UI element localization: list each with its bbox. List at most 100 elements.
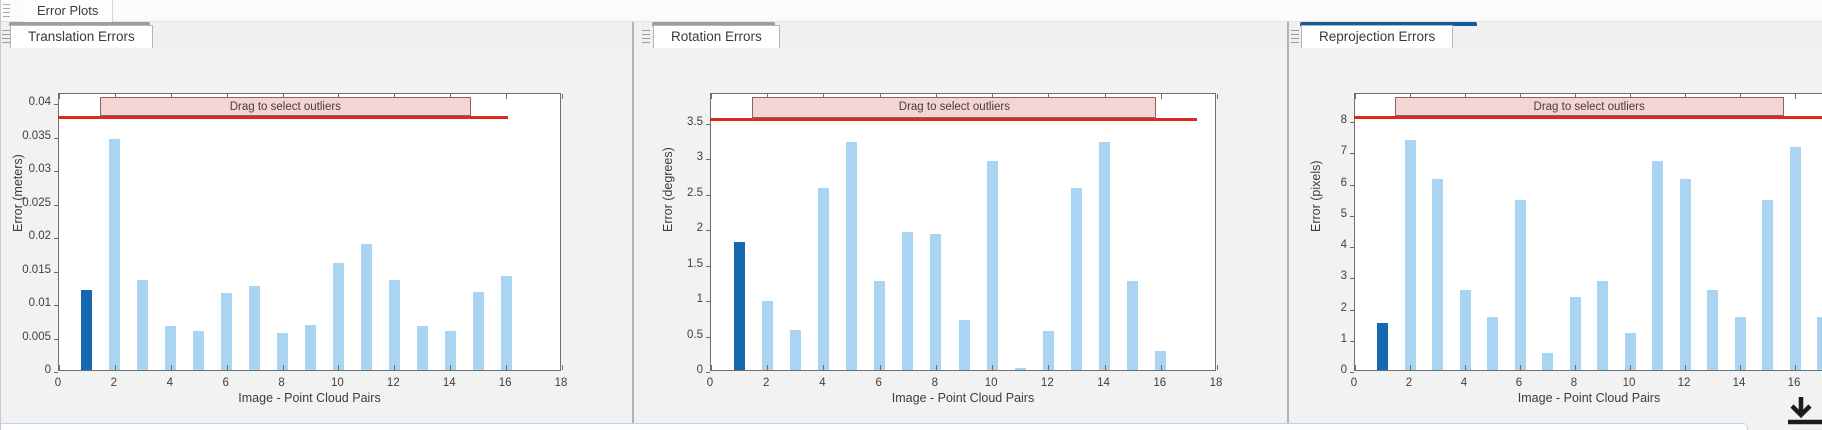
bar-pair-2[interactable] (109, 138, 121, 370)
x-tick-mark (1355, 94, 1356, 99)
x-axis-label: Image - Point Cloud Pairs (1517, 391, 1661, 405)
bar-pair-13[interactable] (1707, 290, 1718, 370)
x-tick-mark (935, 365, 937, 370)
bar-pair-2[interactable] (1404, 140, 1416, 370)
bar-pair-10[interactable] (1624, 332, 1636, 370)
bar-pair-3[interactable] (789, 330, 801, 370)
bar-pair-10[interactable] (332, 262, 344, 370)
x-tick-mark (562, 94, 563, 99)
bar-pair-16[interactable] (500, 276, 512, 370)
bar-pair-9[interactable] (958, 320, 970, 370)
bar-pair-3[interactable] (137, 279, 149, 370)
x-tick-mark (879, 365, 881, 370)
bar-pair-14[interactable] (1734, 316, 1746, 370)
x-tick-mark (1685, 365, 1686, 370)
bar-pair-9[interactable] (305, 325, 316, 370)
panel-tabbar: Rotation Errors (634, 22, 1287, 48)
chart-area: Error (meters) Drag to select outliers I… (1, 48, 632, 430)
bar-pair-1[interactable] (1377, 323, 1388, 370)
bar-pair-10[interactable] (986, 160, 998, 370)
bar-pair-7[interactable] (1542, 352, 1553, 370)
bar-pair-1[interactable] (81, 289, 93, 370)
bar-pair-4[interactable] (165, 325, 177, 370)
y-tick-mark (54, 104, 58, 106)
drag-select-outliers-banner[interactable]: Drag to select outliers (99, 97, 471, 117)
x-tick-mark (1048, 365, 1050, 370)
tab-error-plots[interactable]: Error Plots (23, 0, 114, 22)
bar-pair-11[interactable] (360, 244, 372, 370)
bar-pair-12[interactable] (1679, 179, 1691, 370)
drag-select-outliers-banner[interactable]: Drag to select outliers (752, 97, 1157, 118)
bar-pair-14[interactable] (1099, 141, 1111, 370)
chart-area: Error (pixels) Drag to select outliers I… (1289, 48, 1822, 430)
bottom-toolbar-edge (1, 423, 1748, 430)
reprojection-errors-plot: Drag to select outliers (1350, 93, 1822, 373)
y-tick-mark (54, 338, 58, 340)
x-tick-mark (823, 365, 825, 370)
tab-translation-errors[interactable]: Translation Errors (10, 25, 153, 48)
bar-pair-13[interactable] (1070, 188, 1082, 370)
drag-select-outliers-banner[interactable]: Drag to select outliers (1394, 97, 1784, 117)
bar-pair-2[interactable] (761, 300, 773, 370)
tab-reprojection-errors[interactable]: Reprojection Errors (1301, 25, 1454, 48)
x-tick-label: 4 (1460, 377, 1468, 389)
y-tick-mark (706, 159, 710, 161)
bar-pair-5[interactable] (1487, 316, 1498, 370)
bar-pair-16[interactable] (1789, 146, 1801, 370)
tab-accent-bar (652, 22, 775, 26)
y-tick-mark (706, 194, 710, 196)
bar-pair-17[interactable] (1817, 316, 1822, 370)
x-tick-label: 16 (1153, 377, 1167, 389)
bar-pair-8[interactable] (277, 332, 289, 370)
y-tick-label: 7 (1340, 145, 1347, 158)
bar-pair-11[interactable] (1014, 367, 1026, 370)
bar-pair-9[interactable] (1597, 280, 1608, 370)
bar-pair-14[interactable] (444, 331, 456, 370)
y-tick-mark (706, 230, 710, 232)
bar-pair-7[interactable] (249, 285, 261, 370)
bar-pair-15[interactable] (472, 292, 484, 370)
bar-pair-15[interactable] (1762, 199, 1773, 370)
bar-pair-5[interactable] (193, 331, 205, 370)
bar-pair-11[interactable] (1652, 160, 1663, 370)
bar-pair-8[interactable] (1569, 296, 1581, 370)
x-tick-label: 2 (1405, 377, 1413, 389)
grip-icon[interactable] (642, 30, 650, 43)
bar-pair-1[interactable] (733, 242, 745, 370)
x-tick-mark (450, 94, 452, 99)
bar-pair-16[interactable] (1155, 350, 1167, 370)
panel-rotation-errors: Rotation Errors Error (degrees) Drag to … (632, 22, 1287, 430)
download-icon[interactable] (1787, 396, 1822, 430)
bar-pair-12[interactable] (1042, 331, 1054, 370)
bar-pair-12[interactable] (388, 279, 400, 370)
y-tick-mark (706, 265, 710, 267)
x-tick-label: 6 (1515, 377, 1523, 389)
bar-pair-6[interactable] (221, 292, 233, 370)
grip-icon[interactable] (3, 4, 10, 17)
grip-icon[interactable] (2, 30, 10, 43)
y-tick-mark (54, 305, 58, 306)
panel-tabbar: Translation Errors (1, 22, 632, 48)
x-tick-label: 6 (875, 377, 882, 389)
x-tick-mark (1465, 94, 1466, 99)
x-tick-mark (394, 365, 396, 370)
bar-pair-3[interactable] (1432, 179, 1443, 370)
bar-pair-4[interactable] (817, 188, 829, 370)
bar-pair-8[interactable] (930, 233, 942, 370)
x-tick-label: 14 (1732, 377, 1746, 389)
bar-pair-13[interactable] (416, 325, 428, 370)
bar-pair-4[interactable] (1459, 290, 1471, 370)
bar-pair-15[interactable] (1127, 281, 1139, 370)
y-tick-label: 0 (1340, 364, 1347, 376)
x-tick-mark (1160, 94, 1162, 99)
x-tick-mark (1160, 365, 1162, 370)
grip-icon[interactable] (1291, 30, 1299, 43)
y-tick-label: 4 (1340, 239, 1347, 252)
bar-pair-6[interactable] (874, 281, 886, 370)
x-tick-mark (1630, 365, 1631, 370)
bar-pair-7[interactable] (902, 231, 914, 370)
x-axis-label: Image - Point Cloud Pairs (238, 391, 381, 405)
bar-pair-6[interactable] (1514, 199, 1526, 370)
bar-pair-5[interactable] (846, 141, 858, 370)
tab-rotation-errors[interactable]: Rotation Errors (653, 25, 780, 48)
